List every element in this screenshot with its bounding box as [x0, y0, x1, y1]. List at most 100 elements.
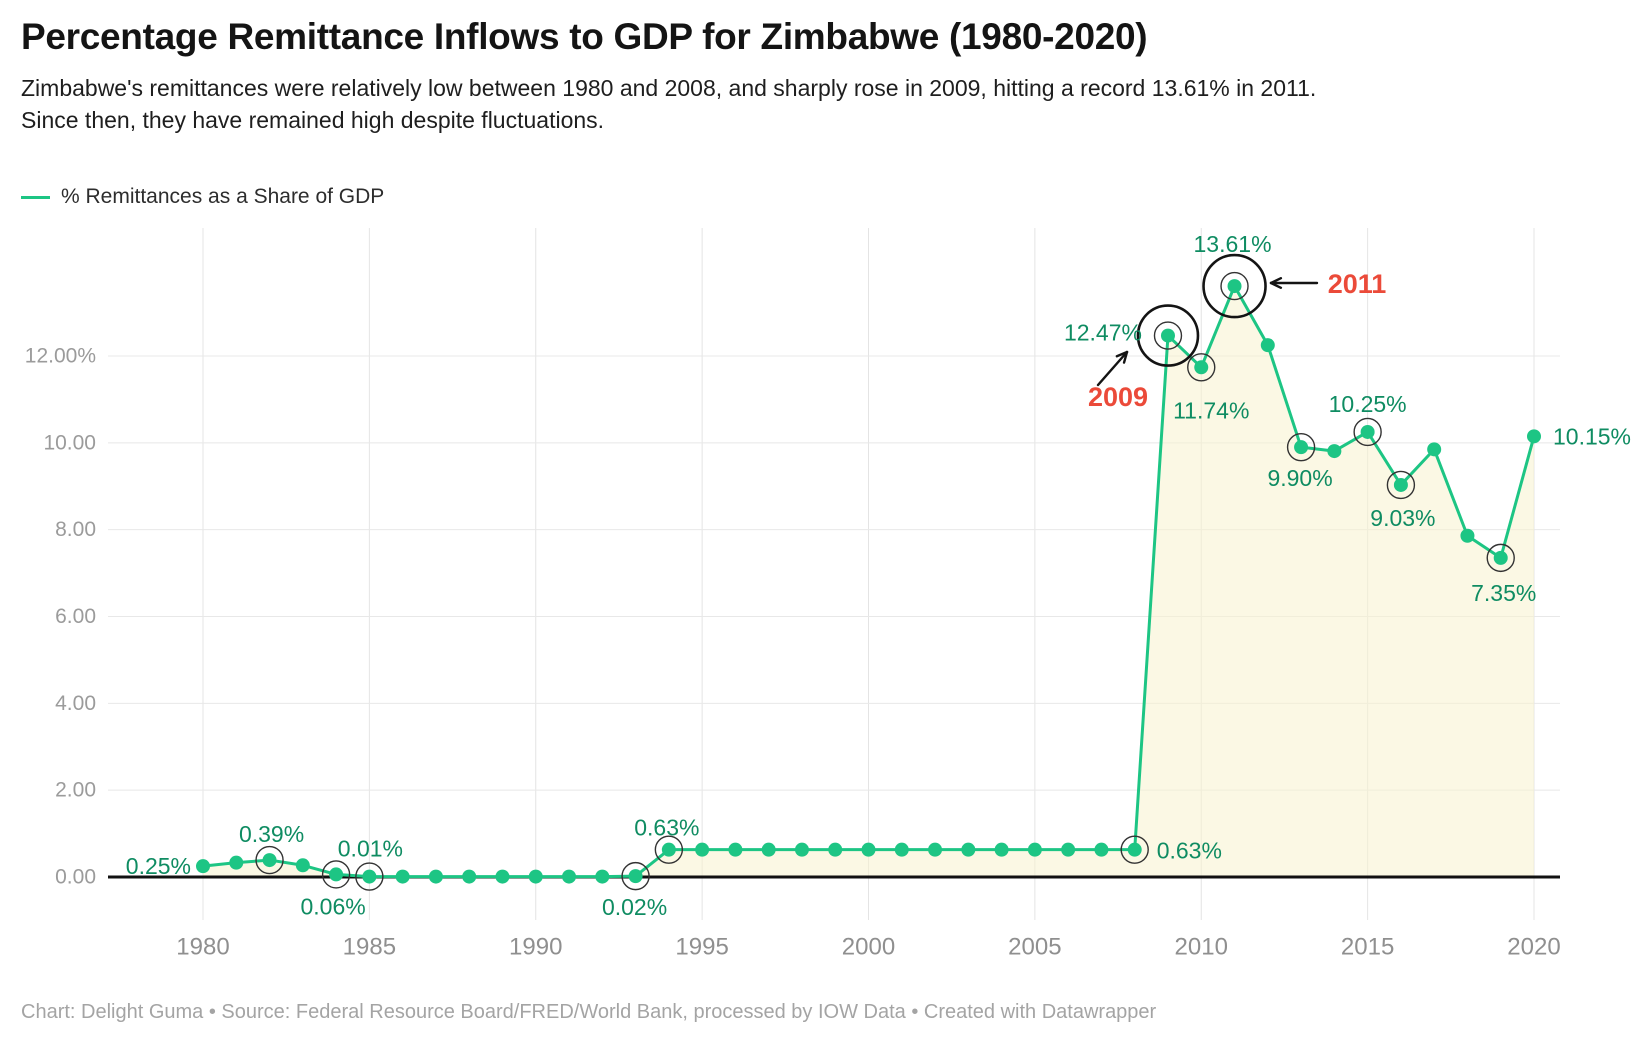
- annotation-arrowhead-1: [1269, 281, 1283, 289]
- value-label-1982: 0.39%: [239, 821, 304, 847]
- data-point-1987[interactable]: [428, 869, 443, 884]
- data-point-2011[interactable]: [1227, 279, 1242, 294]
- data-point-2017[interactable]: [1427, 442, 1442, 457]
- data-point-2006[interactable]: [1061, 842, 1076, 857]
- value-label-1984: 0.06%: [300, 893, 365, 919]
- data-point-2019[interactable]: [1493, 550, 1508, 565]
- x-axis-label-2020: 2020: [1507, 934, 1560, 961]
- data-point-ring-2011: [1220, 271, 1249, 301]
- data-point-ring-1982: [255, 845, 284, 875]
- annotation-circle-2011: [1202, 253, 1267, 319]
- data-point-1992[interactable]: [595, 869, 610, 884]
- y-axis-label-2: 2.00: [55, 779, 96, 802]
- data-point-2002[interactable]: [928, 842, 943, 857]
- data-point-1990[interactable]: [528, 869, 543, 884]
- annotation-year-2011: 2011: [1328, 269, 1387, 299]
- value-label-1985: 0.01%: [338, 836, 403, 862]
- value-label-2013: 9.90%: [1267, 465, 1332, 491]
- data-point-2003[interactable]: [961, 842, 976, 857]
- legend-label: % Remittances as a Share of GDP: [61, 185, 385, 208]
- chart-legend: % Remittances as a Share of GDP: [21, 185, 384, 209]
- data-point-ring-1984: [321, 860, 351, 889]
- data-point-2005[interactable]: [1027, 842, 1042, 857]
- chart-subtitle: Zimbabwe's remittances were relatively l…: [21, 72, 1632, 136]
- value-label-1994: 0.63%: [634, 815, 699, 841]
- x-axis-label-2005: 2005: [1008, 934, 1061, 961]
- data-point-1986[interactable]: [395, 869, 410, 884]
- chart-footer-credit: Chart: Delight Guma • Source: Federal Re…: [21, 1001, 1157, 1023]
- data-point-1996[interactable]: [728, 842, 743, 857]
- x-axis-label-1985: 1985: [343, 934, 396, 961]
- data-point-2009[interactable]: [1160, 328, 1175, 343]
- y-axis-label-4: 4.00: [55, 692, 96, 715]
- annotation-year-2009: 2009: [1088, 382, 1148, 412]
- data-point-ring-2009: [1153, 321, 1183, 350]
- data-point-ring-2016: [1386, 470, 1416, 500]
- data-point-2015[interactable]: [1360, 424, 1375, 439]
- data-point-2007[interactable]: [1094, 842, 1109, 857]
- data-point-2008[interactable]: [1127, 842, 1142, 857]
- data-point-2018[interactable]: [1460, 528, 1475, 543]
- data-point-1997[interactable]: [761, 842, 776, 857]
- annotation-arrow-0: [1096, 350, 1129, 387]
- data-point-ring-1994: [654, 835, 684, 864]
- data-point-1988[interactable]: [462, 869, 477, 884]
- data-point-2010[interactable]: [1194, 360, 1209, 375]
- x-axis-label-1990: 1990: [509, 934, 562, 961]
- value-label-2020: 10.15%: [1553, 423, 1631, 449]
- y-axis-label-8: 8.00: [55, 518, 96, 541]
- x-axis-label-1995: 1995: [675, 934, 728, 961]
- data-point-1999[interactable]: [828, 842, 843, 857]
- data-point-ring-1985: [355, 862, 384, 891]
- data-point-ring-1993: [621, 861, 650, 891]
- x-axis-label-2000: 2000: [842, 934, 895, 961]
- data-point-2000[interactable]: [861, 842, 876, 857]
- data-point-ring-2013: [1286, 432, 1316, 462]
- value-label-2019: 7.35%: [1471, 580, 1536, 606]
- data-point-1991[interactable]: [562, 869, 577, 884]
- x-axis-label-1980: 1980: [176, 934, 229, 961]
- value-label-2011: 13.61%: [1194, 231, 1272, 257]
- subtitle-line-1: Zimbabwe's remittances were relatively l…: [21, 74, 1317, 101]
- data-point-1981[interactable]: [229, 855, 244, 870]
- data-point-1998[interactable]: [794, 842, 809, 857]
- x-axis-label-2015: 2015: [1341, 934, 1394, 961]
- value-label-2016: 9.03%: [1370, 505, 1435, 531]
- value-label-2010: 11.74%: [1173, 397, 1249, 423]
- value-label-1980: 0.25%: [126, 853, 191, 879]
- chart-title: Percentage Remittance Inflows to GDP for…: [21, 16, 1148, 57]
- y-axis-label-0: 0.00: [55, 866, 96, 889]
- data-point-ring-2008: [1120, 835, 1149, 864]
- data-point-1982[interactable]: [262, 853, 277, 868]
- annotation-circle-2009: [1136, 304, 1200, 367]
- data-point-1989[interactable]: [495, 869, 510, 884]
- data-point-ring-2010: [1187, 353, 1216, 382]
- data-point-1984[interactable]: [329, 867, 344, 882]
- data-point-1994[interactable]: [661, 842, 676, 857]
- data-point-2014[interactable]: [1327, 444, 1342, 459]
- data-point-2012[interactable]: [1260, 338, 1275, 353]
- data-point-1980[interactable]: [196, 859, 210, 874]
- data-point-1983[interactable]: [295, 858, 310, 873]
- data-point-ring-2019: [1486, 543, 1515, 573]
- legend-line-swatch: [21, 195, 50, 199]
- data-point-1993[interactable]: [628, 869, 643, 884]
- data-point-2016[interactable]: [1393, 477, 1408, 492]
- value-label-1993: 0.02%: [602, 894, 667, 920]
- series-area-fill: [203, 286, 1534, 878]
- subtitle-line-2: Since then, they have remained high desp…: [21, 106, 605, 133]
- data-point-2004[interactable]: [994, 842, 1009, 857]
- y-axis-label-12: 12.00%: [25, 344, 96, 367]
- value-label-2015: 10.25%: [1329, 391, 1407, 417]
- x-axis-label-2010: 2010: [1175, 934, 1228, 961]
- y-axis-label-10: 10.00: [43, 431, 96, 454]
- annotation-arrowhead-1: [1269, 277, 1283, 285]
- data-point-2001[interactable]: [894, 842, 909, 857]
- value-label-2009: 12.47%: [1064, 320, 1142, 346]
- annotation-arrowhead-0: [1115, 350, 1129, 358]
- data-point-2020[interactable]: [1527, 429, 1541, 444]
- data-point-1995[interactable]: [695, 842, 710, 857]
- data-point-1985[interactable]: [362, 869, 377, 884]
- data-point-2013[interactable]: [1294, 440, 1309, 455]
- annotation-arrowhead-0: [1122, 350, 1129, 364]
